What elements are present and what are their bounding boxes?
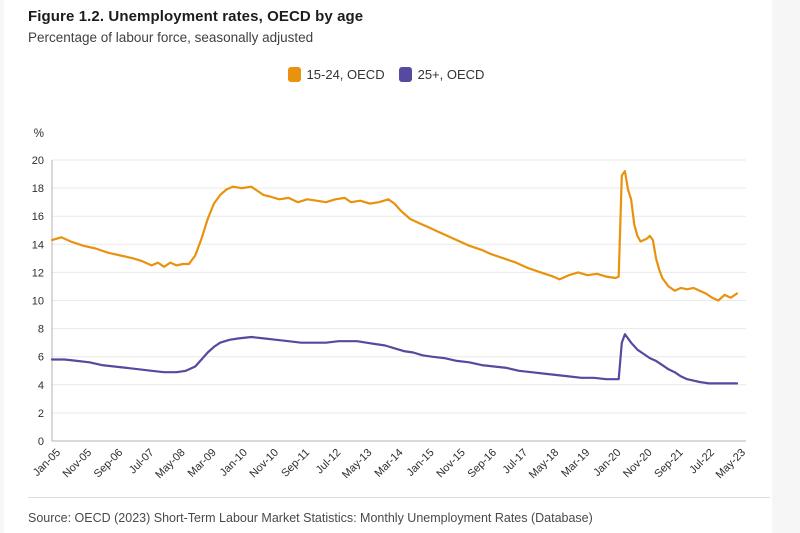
x-axis-tick-label: Jul-12 xyxy=(314,447,344,477)
y-axis-tick-label: 10 xyxy=(32,296,44,308)
x-axis-tick-label: Jul-07 xyxy=(127,447,157,477)
y-axis-tick-label: 8 xyxy=(38,324,44,336)
x-axis-tick-label: Mar-14 xyxy=(372,447,405,480)
y-axis-tick-label: 2 xyxy=(38,408,44,420)
x-axis-tick-label: May-23 xyxy=(714,447,748,481)
x-axis-tick-label: Jan-15 xyxy=(404,447,436,479)
page-margin-right xyxy=(772,0,800,533)
legend-label: 25+, OECD xyxy=(417,66,485,82)
y-axis-unit-label: % xyxy=(34,128,44,140)
x-axis-tick-label: May-18 xyxy=(527,447,561,481)
page-margin-left xyxy=(0,0,4,533)
x-axis-tick-label: Jan-20 xyxy=(591,447,623,479)
y-axis-tick-label: 0 xyxy=(38,436,44,448)
x-axis-tick-label: Sep-21 xyxy=(652,447,686,481)
x-axis-tick-label: Sep-06 xyxy=(92,447,126,481)
x-axis-tick-label: Sep-16 xyxy=(465,447,499,481)
series-line-adult xyxy=(50,333,739,385)
series-line-youth xyxy=(50,170,739,302)
y-axis-tick-label: 14 xyxy=(32,239,44,251)
x-axis-tick-label: Nov-10 xyxy=(248,447,282,481)
x-axis-tick-label: Nov-05 xyxy=(61,447,95,481)
x-axis-tick-label: May-13 xyxy=(340,447,374,481)
x-axis-tick-label: Sep-11 xyxy=(279,447,312,480)
legend-swatch xyxy=(287,66,301,82)
x-axis-tick-label: May-08 xyxy=(153,447,187,481)
y-axis-tick-label: 12 xyxy=(32,267,44,279)
y-axis-tick-label: 20 xyxy=(32,155,44,167)
legend-swatch xyxy=(398,66,412,82)
x-axis-tick-label: Jul-22 xyxy=(687,447,717,477)
x-axis-tick-label: Nov-20 xyxy=(621,447,655,481)
x-axis-tick-label: Jan-10 xyxy=(218,447,250,479)
x-axis-tick-label: Mar-09 xyxy=(186,447,219,480)
source-divider xyxy=(28,497,770,498)
x-axis-tick-label: Jul-17 xyxy=(500,447,530,477)
y-axis-tick-label: 4 xyxy=(38,380,44,392)
figure-title: Figure 1.2. Unemployment rates, OECD by … xyxy=(28,8,364,25)
figure-subtitle: Percentage of labour force, seasonally a… xyxy=(28,30,314,45)
x-axis-tick-label: Mar-19 xyxy=(559,447,592,480)
x-axis-tick-label: Jan-05 xyxy=(31,447,63,479)
legend-label: 15-24, OECD xyxy=(306,66,385,82)
y-axis-tick-label: 6 xyxy=(38,352,44,364)
y-axis-tick-label: 16 xyxy=(32,211,44,223)
legend-item-youth: 15-24, OECD xyxy=(287,66,385,82)
y-axis-tick-label: 18 xyxy=(32,183,44,195)
source-text: Source: OECD (2023) Short-Term Labour Ma… xyxy=(28,511,593,525)
chart-legend: 15-24, OECD 25+, OECD xyxy=(0,63,772,85)
x-axis-tick-label: Nov-15 xyxy=(434,447,468,481)
legend-item-adult: 25+, OECD xyxy=(398,66,485,82)
